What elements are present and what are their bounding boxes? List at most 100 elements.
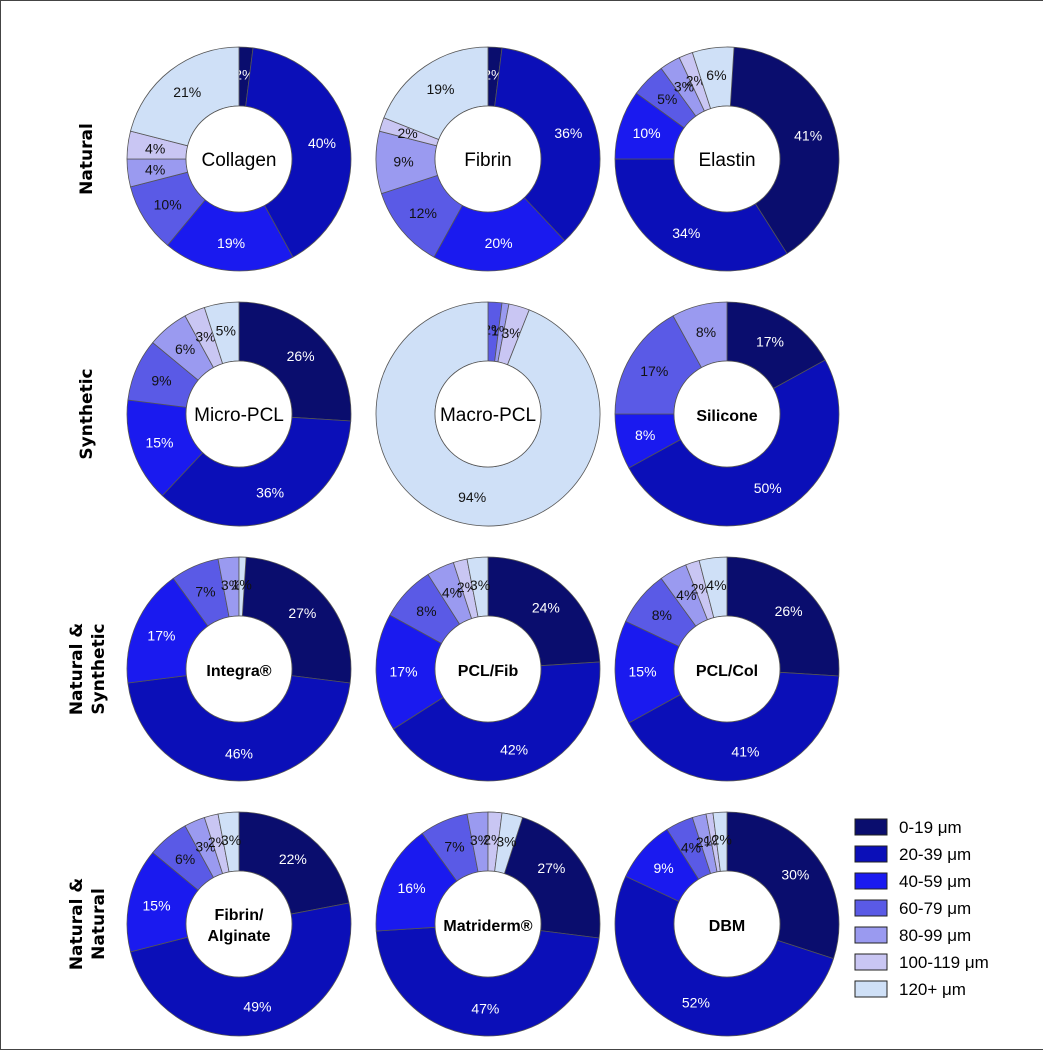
slice-value-label: 46% xyxy=(225,746,253,762)
slice-value-label: 3% xyxy=(221,577,241,593)
slice-value-label: 8% xyxy=(696,324,716,340)
slice-value-label: 3% xyxy=(496,834,516,850)
center-label-line: Alginate xyxy=(207,928,270,945)
donut-silicone: 17% 50% 8% 17% 8% Silicone xyxy=(614,301,840,527)
slice-value-label: 36% xyxy=(256,485,284,501)
slice-value-label: 4% xyxy=(145,140,165,156)
center-label-line: PCL/Col xyxy=(696,663,758,680)
slice-value-label: 10% xyxy=(633,125,661,141)
donut-collagen: 2%40%19%10%4%4%21%Collagen xyxy=(126,46,352,272)
donut-center-label: Collagen xyxy=(202,150,277,171)
donut-center-label: Micro-PCL xyxy=(194,405,284,426)
donut-hole xyxy=(434,870,542,978)
legend-swatch xyxy=(854,845,888,863)
legend-label: 80-99 μm xyxy=(899,926,971,945)
slice-value-label: 27% xyxy=(537,860,565,876)
donut-pcl-col: 26%41%15%8%4%2%4%PCL/Col xyxy=(614,556,840,782)
donut-center-label: Matriderm® xyxy=(443,918,532,935)
donut-hole xyxy=(185,870,293,978)
slice-value-label: 3% xyxy=(674,78,694,94)
donut-hole xyxy=(434,360,542,468)
slice-value-label: 94% xyxy=(458,489,486,505)
slice-value-label: 5% xyxy=(657,91,677,107)
slice-value-label: 9% xyxy=(393,154,413,170)
row-label-line: Natural & xyxy=(67,878,87,971)
donut-hole xyxy=(185,615,293,723)
slice-value-label: 27% xyxy=(288,605,316,621)
slice-value-label: 19% xyxy=(426,81,454,97)
slice-value-label: 24% xyxy=(532,599,560,615)
slice-value-label: 15% xyxy=(629,664,657,680)
slice-value-label: 3% xyxy=(501,325,521,341)
donut-center-label: Fibrin xyxy=(464,150,512,171)
donut-macro-pcl: 2%1%3%94%Macro-PCL xyxy=(375,301,601,527)
donut-fibrin-alginate: 22%49%15%6%3%2%3%Fibrin/Alginate xyxy=(126,811,352,1037)
slice-value-label: 22% xyxy=(279,851,307,867)
slice-value-label: 8% xyxy=(416,603,436,619)
legend-label: 0-19 μm xyxy=(899,818,962,837)
slice-value-label: 47% xyxy=(471,1000,499,1016)
center-label-line: PCL/Fib xyxy=(458,663,519,680)
slice-value-label: 7% xyxy=(444,838,464,854)
slice-value-label: 15% xyxy=(145,435,173,451)
row-label-natural-synthetic: Natural & Synthetic xyxy=(67,623,109,716)
donut-hole xyxy=(434,615,542,723)
slice-value-label: 12% xyxy=(409,205,437,221)
slice-value-label: 30% xyxy=(781,866,809,882)
center-label-line: Silicone xyxy=(696,408,757,425)
slice-value-label: 4% xyxy=(442,585,462,601)
donut-hole xyxy=(185,360,293,468)
slice-value-label: 15% xyxy=(143,898,171,914)
center-label-line: Fibrin/ xyxy=(215,907,264,924)
center-label-line: Micro-PCL xyxy=(194,405,284,426)
slice-value-label: 17% xyxy=(756,333,784,349)
donut-center-label: PCL/Fib xyxy=(458,663,519,680)
row-label-synthetic: Synthetic xyxy=(77,368,97,459)
row-label-line: Synthetic xyxy=(77,368,97,459)
slice-value-label: 6% xyxy=(175,341,195,357)
legend-swatch xyxy=(854,818,888,836)
slice-value-label: 41% xyxy=(731,743,759,759)
donut-hole xyxy=(673,615,781,723)
center-label-line: Integra® xyxy=(206,663,271,680)
slice-value-label: 17% xyxy=(147,627,175,643)
center-label-line: Macro-PCL xyxy=(440,405,536,426)
slice-value-label: 19% xyxy=(217,235,245,251)
row-label-line: Natural & xyxy=(67,623,87,716)
slice-value-label: 4% xyxy=(676,587,696,603)
slice-value-label: 5% xyxy=(216,323,236,339)
slice-value-label: 4% xyxy=(145,162,165,178)
slice-value-label: 17% xyxy=(640,363,668,379)
slice-value-label: 4% xyxy=(706,577,726,593)
center-label-line: Matriderm® xyxy=(443,918,532,935)
slice-value-label: 6% xyxy=(175,851,195,867)
donut-center-label: Elastin xyxy=(698,150,755,171)
slice-value-label: 3% xyxy=(195,328,215,344)
donut-center-label: Silicone xyxy=(696,408,757,425)
slice-value-label: 3% xyxy=(195,838,215,854)
slice-value-label: 8% xyxy=(635,427,655,443)
center-label-line: DBM xyxy=(709,918,745,935)
slice-value-label: 3% xyxy=(470,577,490,593)
slice-value-label: 1% xyxy=(232,577,252,593)
donut-fibrin: 2%36%20%12%9%2%19%Fibrin xyxy=(375,46,601,272)
center-label-line: Fibrin xyxy=(464,150,512,171)
slice-value-label: 4% xyxy=(681,840,701,856)
donut-hole xyxy=(673,360,781,468)
slice-value-label: 49% xyxy=(243,998,271,1014)
legend-swatch xyxy=(854,926,888,944)
slice-value-label: 52% xyxy=(682,995,710,1011)
legend-label: 40-59 μm xyxy=(899,872,971,891)
slice-value-label: 3% xyxy=(221,832,241,848)
legend-swatch xyxy=(854,899,888,917)
donut-integra: 27% 46% 17% 7% 3%1% Integra® xyxy=(126,556,352,782)
legend-swatch xyxy=(854,872,888,890)
slice-value-label: 16% xyxy=(398,880,426,896)
legend-swatch xyxy=(854,980,888,998)
donut-center-label: Fibrin/Alginate xyxy=(207,907,270,945)
donut-center-label: Integra® xyxy=(206,663,271,680)
legend-label: 100-119 μm xyxy=(899,953,989,972)
slice-value-label: 2% xyxy=(712,832,732,848)
donut-hole xyxy=(673,105,781,213)
